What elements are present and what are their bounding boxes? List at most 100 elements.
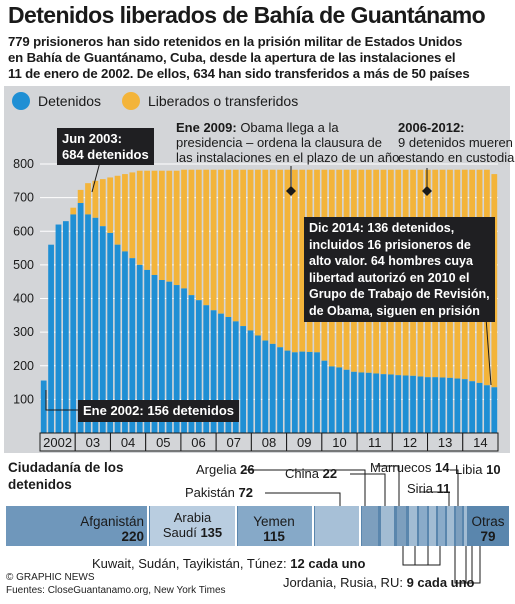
annotation-ene2009: Ene 2009: Obama llega a la presidencia –… <box>176 120 399 165</box>
annotation-pointers <box>45 161 492 411</box>
y-tick-label: 800 <box>13 157 34 171</box>
leader-marruecos <box>375 465 400 506</box>
leader-kuwait <box>402 546 441 566</box>
bar-detained <box>469 381 476 433</box>
bar-released <box>255 169 261 336</box>
bar-detained <box>447 377 453 433</box>
label-yemen: Yemen 115 <box>238 514 310 544</box>
bar-released <box>70 207 77 215</box>
annotation-2006-line: estando en custodia <box>398 150 515 165</box>
annotation-ene2009-line: Obama llega a la <box>236 120 339 135</box>
bar-detained <box>328 366 335 433</box>
pointer-2006-marker <box>422 186 432 196</box>
bar-detained <box>306 351 313 433</box>
segment-pakistan <box>315 506 359 546</box>
label-afganistan: Afganistán 220 <box>78 514 144 544</box>
bar-released <box>210 169 217 311</box>
y-tick-label: 100 <box>13 392 34 406</box>
bar-detained <box>136 264 143 433</box>
label-kuwait-value: 12 cada uno <box>290 556 366 571</box>
y-tick-label: 300 <box>13 325 34 339</box>
x-tick-label: 13 <box>438 435 452 450</box>
label-pakistan: Pakistán 72 <box>185 485 253 500</box>
bar-released <box>107 177 114 233</box>
bar-detained <box>173 285 180 433</box>
bar-released <box>77 189 84 204</box>
bar-detained <box>424 377 431 433</box>
subtitle-line: 779 prisioneros han sido retenidos en la… <box>8 34 463 49</box>
pointer-jun2003 <box>91 161 101 193</box>
annotation-2006-2012: 2006-2012: 9 detenidos mueren estando en… <box>398 120 514 165</box>
bar-detained <box>255 335 261 433</box>
x-tick-label: 2002 <box>43 435 72 450</box>
label-yemen-value: 115 <box>263 529 285 544</box>
legend-detained: Detenidos <box>12 92 101 110</box>
bar-detained <box>188 295 195 433</box>
label-kuwait-group: Kuwait, Sudán, Tayikistán, Túnez: 12 cad… <box>92 556 365 571</box>
label-pakistan-value: 72 <box>238 485 253 500</box>
bar-released <box>277 169 283 348</box>
label-afganistan-value: 220 <box>121 529 144 544</box>
bar-detained <box>107 232 114 433</box>
bar-released <box>188 169 195 296</box>
label-china: China 22 <box>285 466 337 481</box>
bar-released <box>166 170 173 282</box>
segment-tayikistan <box>429 506 436 546</box>
bar-detained <box>159 280 165 433</box>
citizenship-title: Ciudadanía de los detenidos <box>8 459 124 493</box>
segment-tunez <box>438 506 445 546</box>
page-subtitle: 779 prisioneros han sido retenidos en la… <box>8 34 508 82</box>
citizenship-title-line: Ciudadanía de los <box>8 460 124 475</box>
bar-detained <box>395 375 402 433</box>
label-arabia-saudi: Arabia Saudí 135 <box>150 510 235 540</box>
label-china-name: China <box>285 466 319 481</box>
bar-detained <box>373 373 379 433</box>
bar-detained <box>439 377 446 433</box>
bar-detained <box>144 269 150 433</box>
annotation-jun2003-body: 684 detenidos <box>62 146 149 162</box>
bar-detained <box>358 372 365 433</box>
bar-detained <box>291 352 298 433</box>
bar-detained <box>70 214 77 433</box>
bar-detained <box>122 251 128 433</box>
bar-detained <box>321 360 328 433</box>
label-kuwait-text: Kuwait, Sudán, Tayikistán, Túnez: <box>92 556 287 571</box>
x-tick-label: 14 <box>473 435 487 450</box>
leader-jordania <box>454 546 481 584</box>
bar-detained <box>380 374 387 433</box>
x-tick-cell <box>462 432 499 452</box>
annotation-dic2014-line: libertad autorizó en 2010 el <box>309 270 470 285</box>
legend-released: Liberados o transferidos <box>122 92 298 110</box>
label-argelia-value: 26 <box>240 462 255 477</box>
label-marruecos-name: Marruecos <box>370 460 432 475</box>
bar-released <box>136 170 143 265</box>
bar-detained <box>114 244 121 433</box>
label-siria-name: Siria <box>407 481 434 496</box>
label-libia-value: 10 <box>486 462 501 477</box>
x-tick-label: 04 <box>121 435 135 450</box>
label-siria: Siria 11 <box>407 481 450 496</box>
bar-detained <box>454 378 461 433</box>
x-tick-label: 05 <box>156 435 170 450</box>
citizenship-title-line: detenidos <box>8 477 72 492</box>
annotation-dic2014-line: Dic 2014: 136 detenidos, <box>309 221 455 235</box>
pointer-dic2014 <box>485 317 492 386</box>
label-argelia-name: Argelia <box>196 462 237 477</box>
bar-released <box>262 169 269 341</box>
bar-released <box>122 174 128 252</box>
label-jordania-value: 9 cada uno <box>406 575 475 590</box>
bar-detained <box>225 316 232 433</box>
bar-detained <box>262 340 269 433</box>
bar-detained <box>85 214 91 433</box>
bar-detained <box>269 343 276 433</box>
bar-detained <box>410 375 416 433</box>
label-argelia: Argelia 26 <box>196 462 255 477</box>
bar-released <box>269 169 276 344</box>
annotation-ene2009-line: presidencia – ordena la clausura de <box>176 135 382 150</box>
x-tick-label: 07 <box>227 435 241 450</box>
bar-detained <box>129 258 136 433</box>
label-pakistan-name: Pakistán <box>185 485 235 500</box>
annotation-ene2002-text: Ene 2002: 156 detenidos <box>83 403 235 418</box>
bar-released <box>144 170 150 270</box>
